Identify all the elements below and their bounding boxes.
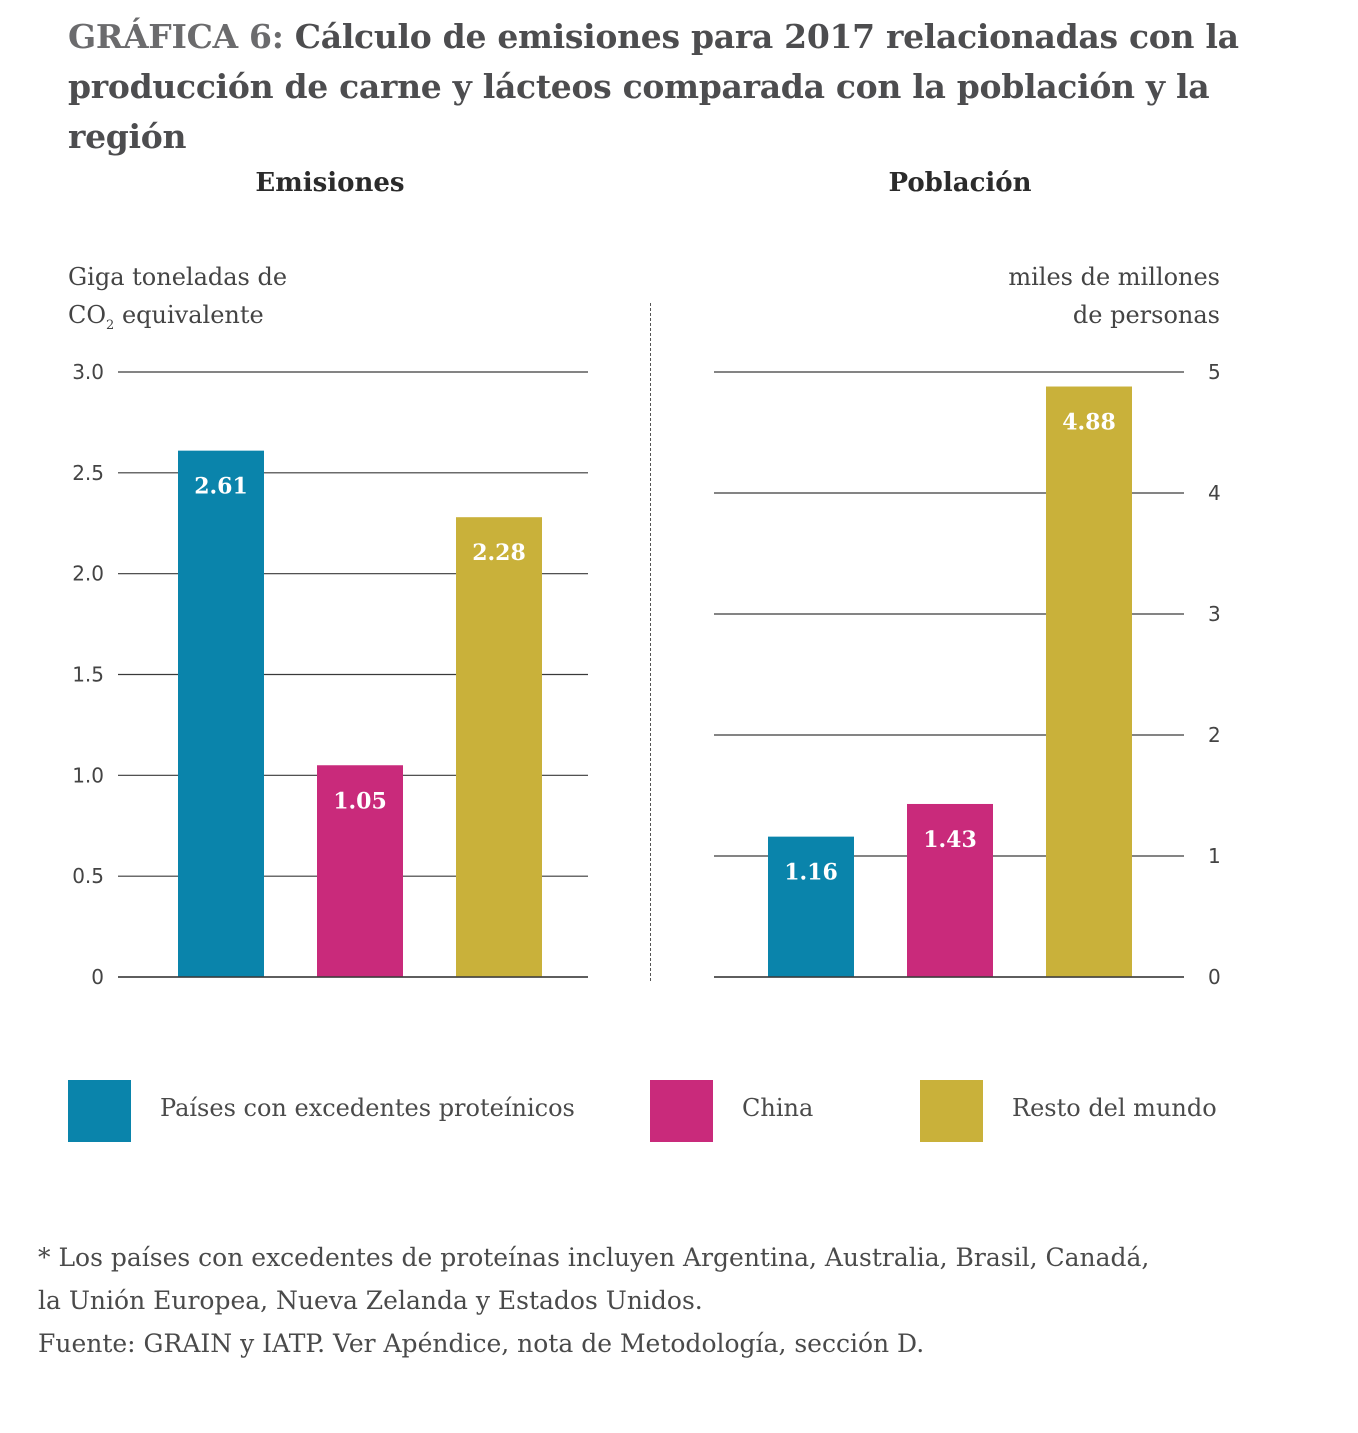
poblacion-bar-paises [768, 836, 854, 977]
emisiones-tick-label: 2.0 [72, 562, 104, 586]
poblacion-tick-label: 5 [1208, 360, 1221, 384]
footnote-line-2: la Unión Europea, Nueva Zelanda y Estado… [38, 1286, 703, 1315]
poblacion-value-label-china: 1.43 [923, 827, 977, 853]
emisiones-axis-unit-line1: Giga toneladas de [68, 263, 288, 291]
footnote: * Los países con excedentes de proteínas… [38, 1236, 1338, 1365]
legend-label-paises: Países con excedentes proteínicos [160, 1094, 575, 1122]
emisiones-axis-unit-line2: CO2 equivalente [68, 301, 264, 333]
emisiones-tick-label: 0 [91, 965, 104, 989]
poblacion-value-label-paises: 1.16 [784, 860, 838, 886]
emisiones-axis-unit: Giga toneladas de CO2 equivalente [68, 258, 287, 345]
emisiones-bar-china [317, 765, 403, 977]
poblacion-bar-resto [1046, 386, 1132, 977]
legend-label-resto: Resto del mundo [1012, 1094, 1217, 1122]
emisiones-tick-label: 3.0 [72, 360, 104, 384]
emisiones-tick-label: 2.5 [72, 461, 104, 485]
emisiones-tick-label: 1.5 [72, 663, 104, 687]
emisiones-value-label-china: 1.05 [333, 788, 387, 814]
panel-title-poblacion: Población [888, 168, 1032, 198]
poblacion-tick-label: 3 [1208, 602, 1221, 626]
legend: Países con excedentes proteínicos China … [0, 1080, 1358, 1144]
emisiones-tick-label: 1.0 [72, 763, 104, 787]
panel-title-emisiones: Emisiones [255, 168, 405, 198]
emisiones-tick-label: 0.5 [72, 864, 104, 888]
poblacion-tick-label: 2 [1208, 723, 1221, 747]
chart-title-lead: GRÁFICA 6: [68, 17, 284, 56]
footnote-source: Fuente: GRAIN y IATP. Ver Apéndice, nota… [38, 1329, 925, 1358]
bar-charts: 0 0.5 1.0 1.5 2.0 2.5 3.0 2.61 1.05 2.28 0 1 2 3 4 5 1.1… [72, 360, 1221, 989]
emisiones-value-label-paises: 2.61 [194, 474, 248, 500]
chart-title: GRÁFICA 6: Cálculo de emisiones para 201… [68, 12, 1328, 162]
legend-swatch-china [650, 1080, 713, 1142]
legend-swatch-paises [68, 1080, 131, 1142]
emisiones-bar-paises [178, 450, 264, 977]
footnote-line-1: * Los países con excedentes de proteínas… [38, 1243, 1150, 1272]
poblacion-axis-unit-line1: miles de millones [1008, 263, 1220, 291]
poblacion-tick-label: 4 [1208, 481, 1221, 505]
emisiones-value-label-resto: 2.28 [472, 540, 526, 566]
poblacion-bar-china [907, 803, 993, 977]
poblacion-axis-unit-line2: de personas [1072, 301, 1220, 329]
poblacion-tick-label: 0 [1208, 965, 1221, 989]
panel-divider [650, 303, 651, 981]
poblacion-tick-label: 1 [1208, 844, 1221, 868]
emisiones-bar-resto [456, 517, 542, 977]
chart-title-text: Cálculo de emisiones para 2017 relaciona… [68, 17, 1239, 156]
poblacion-value-label-resto: 4.88 [1062, 410, 1116, 436]
poblacion-axis-unit: miles de millones de personas [1008, 258, 1220, 334]
legend-swatch-resto [920, 1080, 983, 1142]
legend-label-china: China [742, 1094, 814, 1122]
